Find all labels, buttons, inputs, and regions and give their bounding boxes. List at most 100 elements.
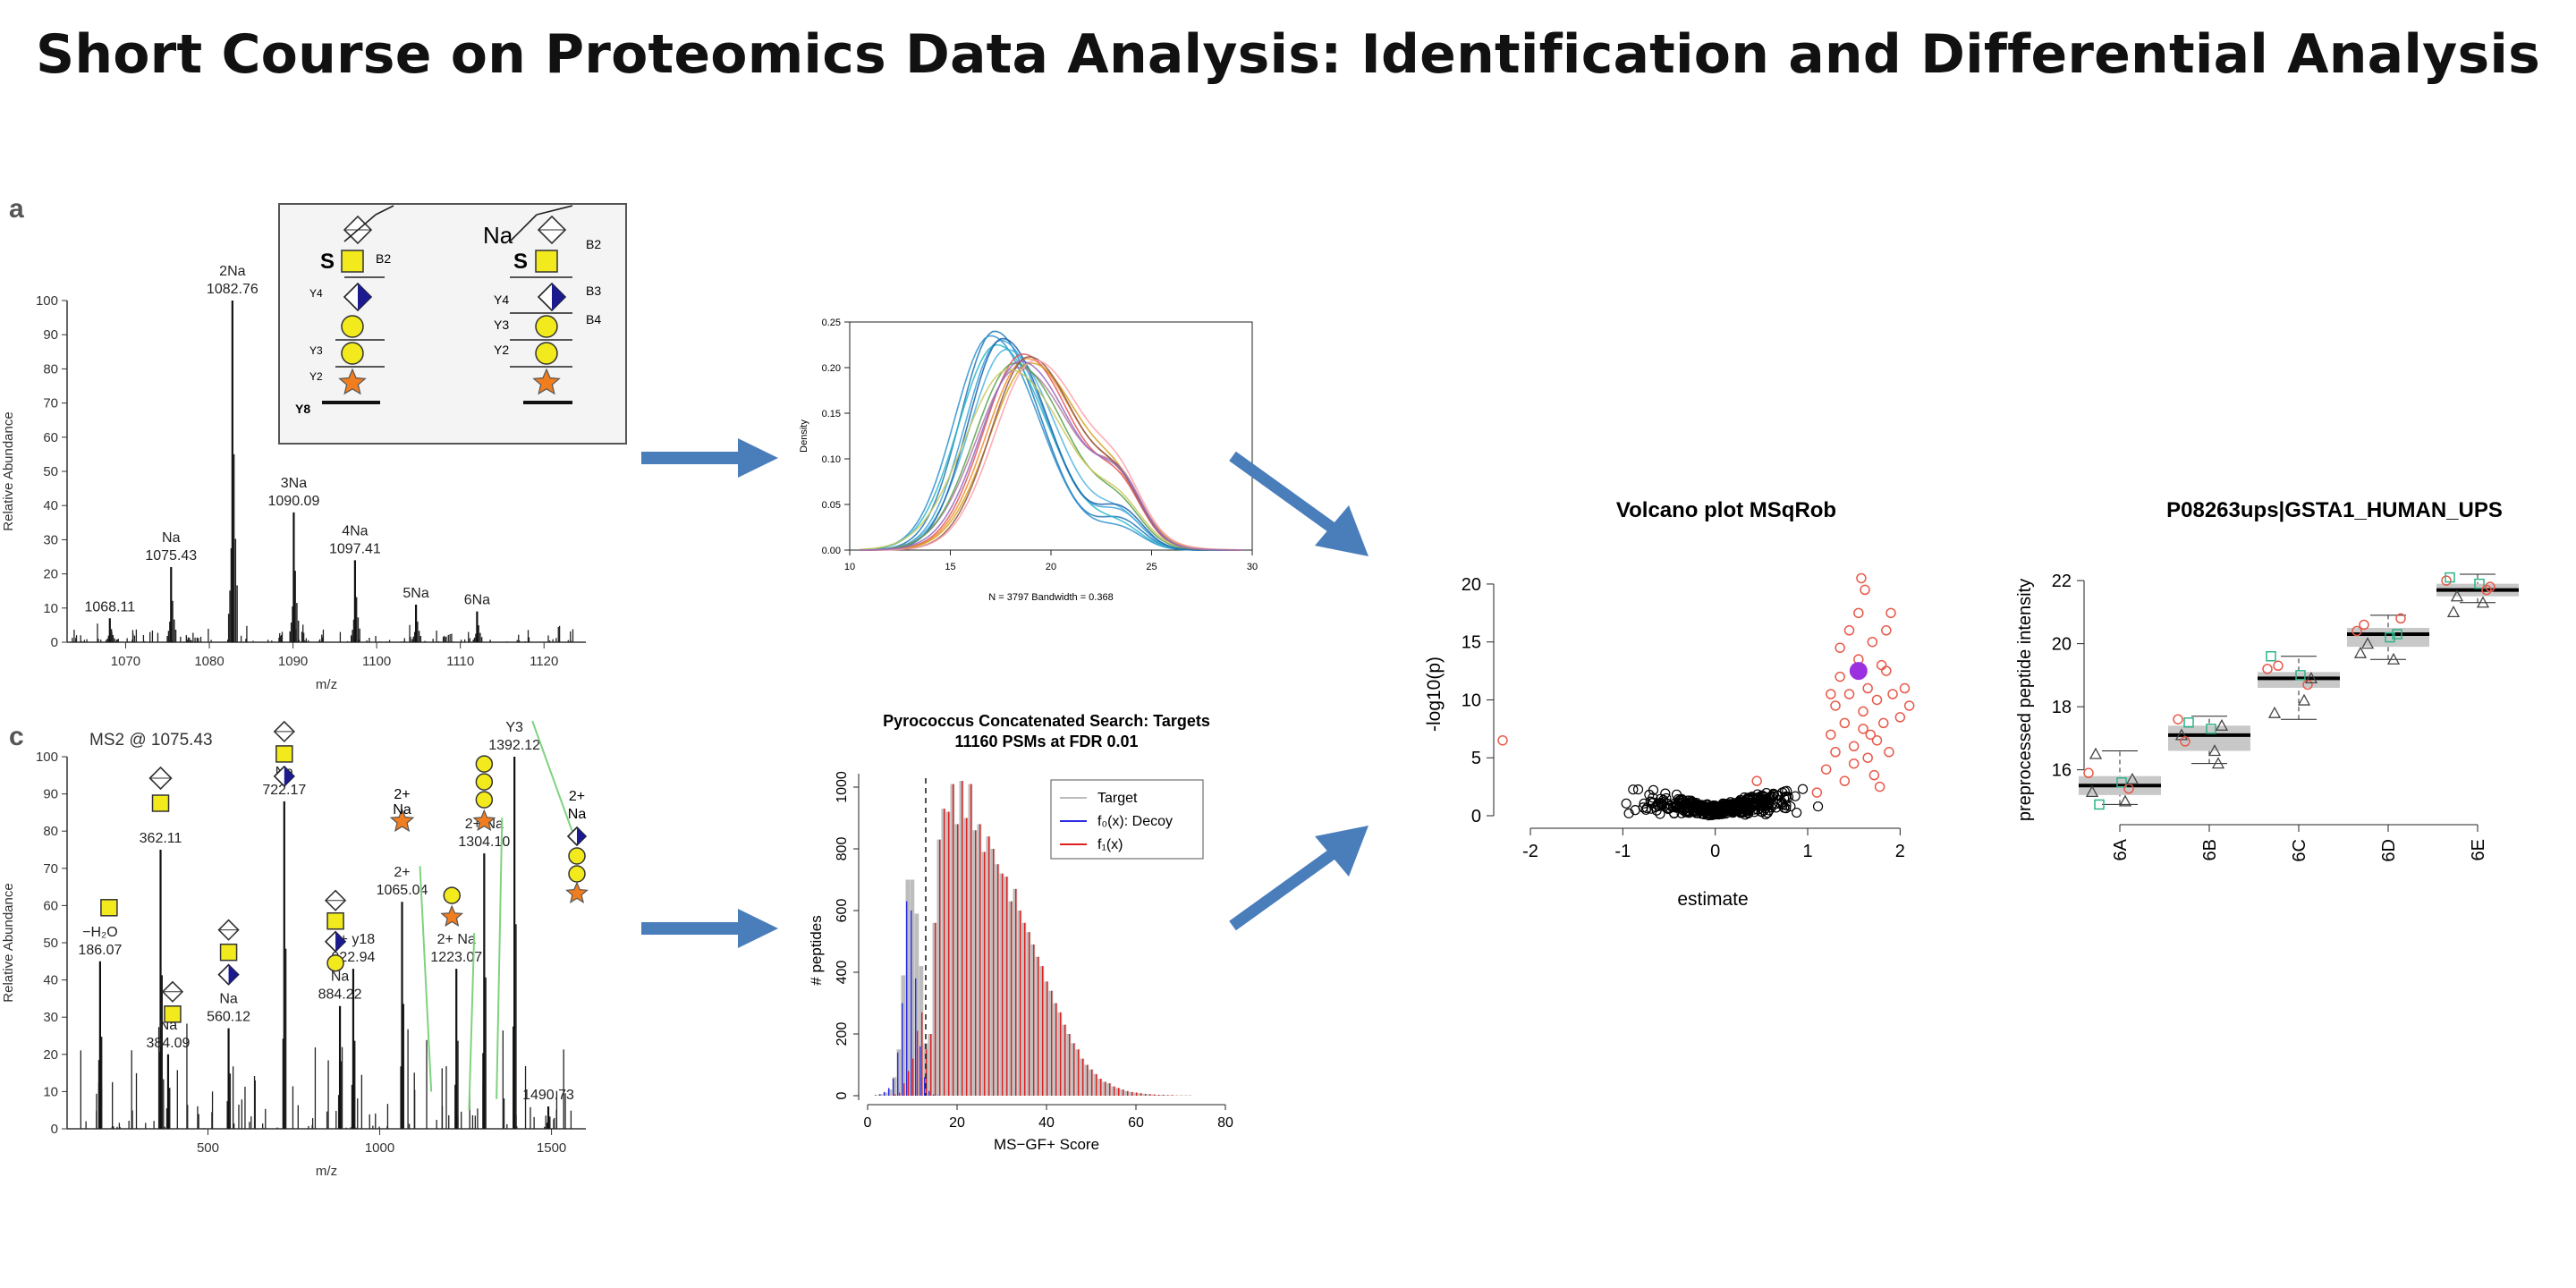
volcano-point [1781, 791, 1792, 801]
f1-bar [1172, 1095, 1174, 1096]
inset-label: B3 [586, 284, 601, 298]
volcano-point [1628, 784, 1639, 795]
density-curve [860, 362, 1242, 551]
f1-bar [930, 1034, 932, 1096]
y-tick-label: 80 [43, 824, 58, 839]
peak-tag-label: 4Na [342, 523, 368, 538]
f1-bar [1073, 1043, 1075, 1096]
box-iqr [2168, 725, 2250, 751]
sample-point-circle [2273, 660, 2284, 672]
target-bar [1129, 1091, 1134, 1096]
decoy-bar [919, 1046, 921, 1096]
f1-bar [1127, 1090, 1129, 1096]
y-tick-label: 0.25 [822, 318, 841, 328]
decoy-bar [897, 1052, 899, 1096]
volcano-point [1655, 797, 1665, 809]
volcano-point-significant [1860, 584, 1870, 596]
star-orange-icon [440, 904, 464, 928]
f1-bar [1024, 922, 1026, 1096]
sample-point-triangle [2089, 747, 2103, 759]
volcano-point [1812, 801, 1824, 812]
x-tick-label: 0 [864, 1115, 872, 1131]
volcano-point-significant [1871, 694, 1883, 706]
f1-bar [1029, 932, 1030, 1096]
target-bar [1124, 1090, 1130, 1096]
sample-point-square [2183, 717, 2194, 728]
volcano-point-significant [1894, 712, 1906, 723]
y-tick-label: 16 [2052, 761, 2072, 781]
f1-bar [908, 1071, 910, 1096]
volcano-point [1623, 808, 1634, 818]
y-axis-title: # peptides [808, 915, 825, 985]
y-tick-label: 200 [835, 1022, 850, 1046]
target-bar [905, 879, 911, 1096]
f1-bar [957, 824, 959, 1096]
peak-tag-label: 2+ [394, 787, 410, 802]
y-tick-label: 15 [1462, 633, 1481, 653]
sample-point-square [2116, 776, 2127, 788]
score-histogram-chart: Pyrococcus Concatenated Search: Targets 1… [808, 712, 1233, 1153]
target-bar [1133, 1092, 1139, 1096]
f1-bar [993, 849, 995, 1096]
peak-mz-label: 1065.04 [377, 883, 428, 898]
sample-point-circle [2351, 625, 2362, 637]
sample-point-circle [2441, 575, 2452, 586]
target-bar [1013, 888, 1018, 1096]
diamond-blue-half [358, 284, 371, 310]
f1-bar [903, 1083, 905, 1096]
panel-letter: c [9, 722, 24, 751]
volcano-point [1757, 790, 1767, 801]
volcano-point-significant [1903, 700, 1915, 711]
box-iqr [2347, 627, 2429, 648]
target-bar [932, 922, 937, 1096]
x-tick-label: 1100 [362, 654, 391, 669]
peak-mz-label: 884.22 [318, 987, 362, 1003]
y-tick-label: 30 [43, 1010, 58, 1025]
x-tick-label: 6D [2379, 839, 2399, 862]
square-yellow-icon [341, 250, 364, 273]
legend-box [1050, 779, 1204, 860]
y-tick-label: 20 [43, 567, 58, 582]
target-bar [963, 818, 969, 1096]
target-bar [1053, 1003, 1058, 1096]
fragment-line [509, 214, 538, 242]
x-tick-label: 6C [2290, 839, 2309, 862]
volcano-point-significant [1858, 706, 1868, 717]
circle-yellow-icon [475, 755, 494, 773]
volcano-plot-chart: Volcano plot MSqRob 0 5 10 15 20 -2 -1 0 1 2 estima… [1424, 498, 1915, 910]
peak-mz-label: 1304.10 [458, 835, 510, 850]
volcano-point [1717, 798, 1728, 809]
peak-tag-label: Na [162, 530, 181, 546]
peak-mz-label: 722.17 [262, 783, 306, 798]
y-tick-label: 1000 [835, 771, 850, 803]
target-bar [1035, 956, 1040, 1096]
volcano-point-significant [1835, 642, 1845, 653]
legend-label: Target [1097, 791, 1138, 806]
sample-point-triangle [2386, 652, 2401, 665]
target-bar [1062, 1024, 1067, 1096]
target-bar [968, 784, 973, 1096]
f1-bar [1060, 1012, 1062, 1096]
inset-label: Y3 [494, 318, 509, 332]
density-chart: 0.00 0.05 0.10 0.15 0.20 0.25 10 15 20 25 30 Densit… [799, 318, 1258, 603]
f1-bar [912, 1058, 914, 1096]
star-orange-icon [389, 808, 415, 833]
f1-bar [1006, 877, 1008, 1096]
diamond-blue-half [335, 931, 346, 952]
f1-bar [939, 839, 941, 1096]
target-bar [883, 1092, 888, 1096]
x-tick-label: 20 [949, 1115, 965, 1131]
volcano-point-significant [1835, 671, 1845, 682]
f1-bar [1011, 901, 1013, 1096]
volcano-point [1723, 807, 1734, 818]
volcano-point-significant [1853, 607, 1864, 619]
x-axis-title: m/z [316, 677, 337, 692]
volcano-point [1697, 804, 1707, 815]
peak-mz-label: 1090.09 [268, 494, 320, 509]
f1-bar [988, 836, 990, 1096]
circle-yellow-icon [341, 342, 364, 365]
volcano-point-significant [1874, 781, 1885, 792]
x-tick-label: 40 [1038, 1115, 1055, 1131]
f1-bar [1033, 944, 1035, 1096]
f1-bar [1131, 1091, 1133, 1096]
